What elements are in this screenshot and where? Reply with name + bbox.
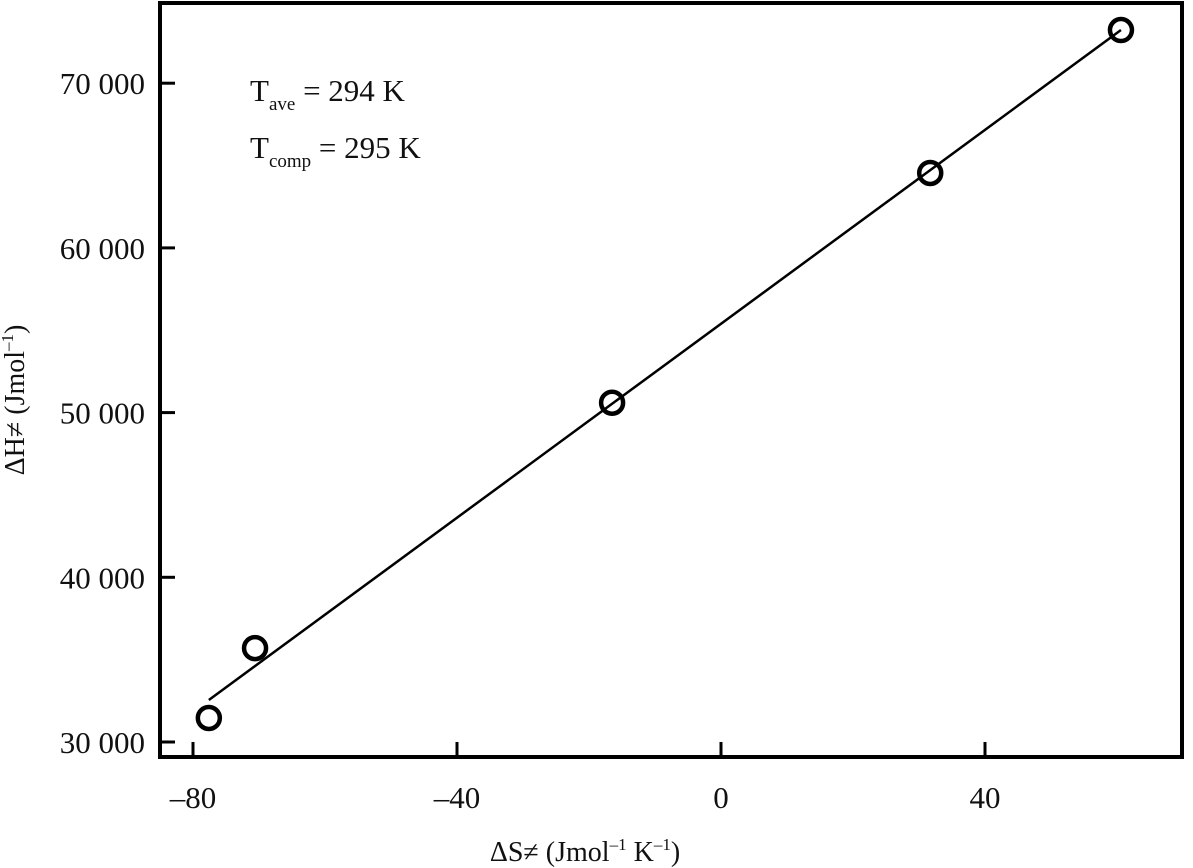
y-tick-label: 30 000 [60, 725, 145, 760]
plot-frame [158, 1, 1184, 759]
annotation-t-comp: Tcomp = 295 K [250, 130, 421, 172]
data-series [195, 16, 1135, 732]
data-point-marker [916, 159, 944, 187]
y-tick-label: 70 000 [60, 66, 145, 101]
fit-line [208, 28, 1122, 702]
data-point-marker [598, 389, 626, 416]
x-tick-label: –40 [433, 780, 481, 815]
x-tick-label: –80 [169, 780, 217, 815]
axis-ticks [160, 81, 987, 757]
data-point-marker [241, 634, 269, 662]
x-tick-label: 40 [970, 780, 1001, 815]
y-tick-label: 60 000 [60, 231, 145, 266]
annotation-t-ave: Tave = 294 K [250, 73, 406, 115]
axis-tick-labels: –80 –40 0 40 30 000 40 000 50 000 60 000 70 000 [60, 66, 1001, 815]
y-tick-label: 40 000 [60, 560, 145, 595]
data-point-marker [195, 704, 223, 732]
y-tick-label: 50 000 [60, 396, 145, 431]
y-axis-title: ΔH≠ (Jmol–1) [0, 325, 31, 476]
x-tick-label: 0 [713, 780, 729, 815]
data-point-marker [1107, 16, 1135, 44]
x-axis-title: ΔS≠ (Jmol–1 K–1) [490, 835, 680, 868]
